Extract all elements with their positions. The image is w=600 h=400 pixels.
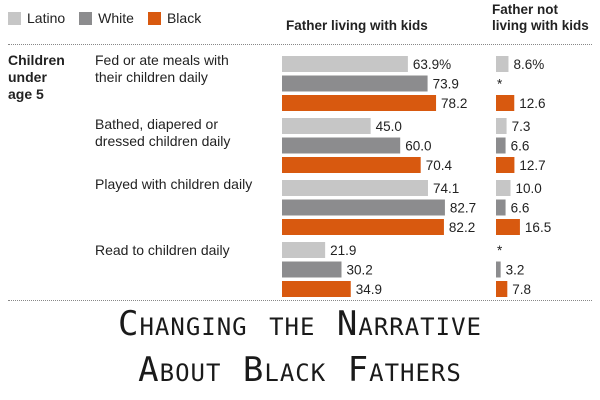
value-label-not-living-black: 12.7 — [519, 158, 545, 173]
legend-label: Latino — [27, 10, 66, 26]
value-label-not-living-black: 16.5 — [525, 220, 551, 235]
bar-living-white — [282, 199, 445, 216]
text-line: Father living with kids — [286, 18, 428, 33]
bar-living-latino — [282, 118, 371, 134]
bar-not-living-latino — [496, 118, 507, 134]
legend-label: Black — [166, 10, 202, 26]
value-label-living-black: 70.4 — [426, 158, 453, 173]
panel-title-not-living: Father not living with kids — [492, 2, 589, 34]
legend-swatch — [8, 11, 21, 25]
value-label-not-living-latino: * — [497, 243, 503, 258]
category-label: Fed or ate meals with their children dail… — [95, 52, 280, 86]
panel-title-living: Father living with kids — [286, 18, 428, 34]
text-line: age 5 — [8, 86, 44, 102]
bar-chart: 63.9% 8.6% 73.9 * 78.2 12.6 45.0 7.3 60.0 6.6 70.4… — [282, 56, 551, 297]
bar-living-black — [282, 157, 421, 173]
value-label-living-white: 60.0 — [405, 139, 431, 154]
bar-living-black — [282, 219, 444, 235]
text-line: Father not — [492, 2, 558, 17]
category-label: Played with children daily — [95, 176, 280, 193]
text-line: Read to children daily — [95, 242, 230, 258]
bar-living-latino — [282, 56, 408, 72]
text-line: dressed children daily — [95, 133, 231, 149]
text-line: Bathed, diapered or — [95, 116, 218, 132]
headline-line-1: Changing the Narrative — [118, 304, 482, 344]
legend-item-latino: Latino — [8, 10, 65, 26]
value-label-living-white: 73.9 — [433, 77, 459, 92]
text-line: living with kids — [492, 18, 589, 33]
value-label-living-latino: 45.0 — [376, 119, 402, 134]
bar-living-latino — [282, 242, 326, 258]
legend-item-white: White — [79, 10, 134, 26]
value-label-not-living-black: 12.6 — [519, 96, 545, 111]
bar-not-living-white — [496, 137, 506, 154]
text-line: Children — [8, 52, 65, 68]
bar-living-white — [282, 261, 342, 278]
value-label-living-latino: 63.9% — [413, 57, 451, 72]
value-label-not-living-white: * — [497, 77, 503, 92]
bar-living-white — [282, 137, 401, 154]
value-label-not-living-latino: 10.0 — [516, 181, 542, 196]
headline-line-2: About Black Fathers — [138, 350, 462, 390]
value-label-living-white: 82.7 — [450, 201, 476, 216]
value-label-living-black: 78.2 — [441, 96, 467, 111]
legend: Latino White Black — [8, 10, 215, 26]
bar-not-living-white — [496, 261, 501, 278]
bar-not-living-black — [496, 219, 520, 235]
bar-living-black — [282, 95, 437, 111]
bottom-divider — [8, 300, 592, 301]
bar-not-living-black — [496, 157, 515, 173]
value-label-not-living-latino: 7.3 — [512, 119, 531, 134]
value-label-not-living-white: 3.2 — [506, 263, 525, 278]
value-label-not-living-black: 7.8 — [512, 282, 531, 297]
value-label-not-living-white: 6.6 — [511, 201, 530, 216]
top-divider — [8, 44, 592, 45]
bar-living-latino — [282, 180, 428, 196]
bar-living-black — [282, 281, 351, 297]
value-label-living-latino: 74.1 — [433, 181, 459, 196]
legend-swatch — [147, 11, 161, 25]
value-label-living-latino: 21.9 — [330, 243, 356, 258]
bar-not-living-latino — [496, 180, 511, 196]
bar-living-white — [282, 75, 428, 92]
value-label-living-black: 34.9 — [356, 282, 382, 297]
value-label-living-black: 82.2 — [449, 220, 475, 235]
category-label: Bathed, diapered or dressed children dail… — [95, 116, 280, 150]
category-label: Read to children daily — [95, 242, 280, 259]
bar-not-living-white — [496, 199, 506, 216]
bar-not-living-black — [496, 281, 508, 297]
text-line: Played with children daily — [95, 176, 253, 192]
row-group-title: Children under age 5 — [8, 52, 65, 103]
value-label-not-living-white: 6.6 — [511, 139, 530, 154]
value-label-living-white: 30.2 — [346, 263, 372, 278]
bar-not-living-black — [496, 95, 515, 111]
text-line: Fed or ate meals with — [95, 52, 229, 68]
legend-item-black: Black — [147, 10, 202, 26]
legend-label: White — [98, 10, 134, 26]
text-line: their children daily — [95, 69, 208, 85]
bar-not-living-latino — [496, 56, 509, 72]
legend-swatch — [79, 11, 93, 25]
text-line: under — [8, 69, 47, 85]
value-label-not-living-latino: 8.6% — [513, 57, 544, 72]
